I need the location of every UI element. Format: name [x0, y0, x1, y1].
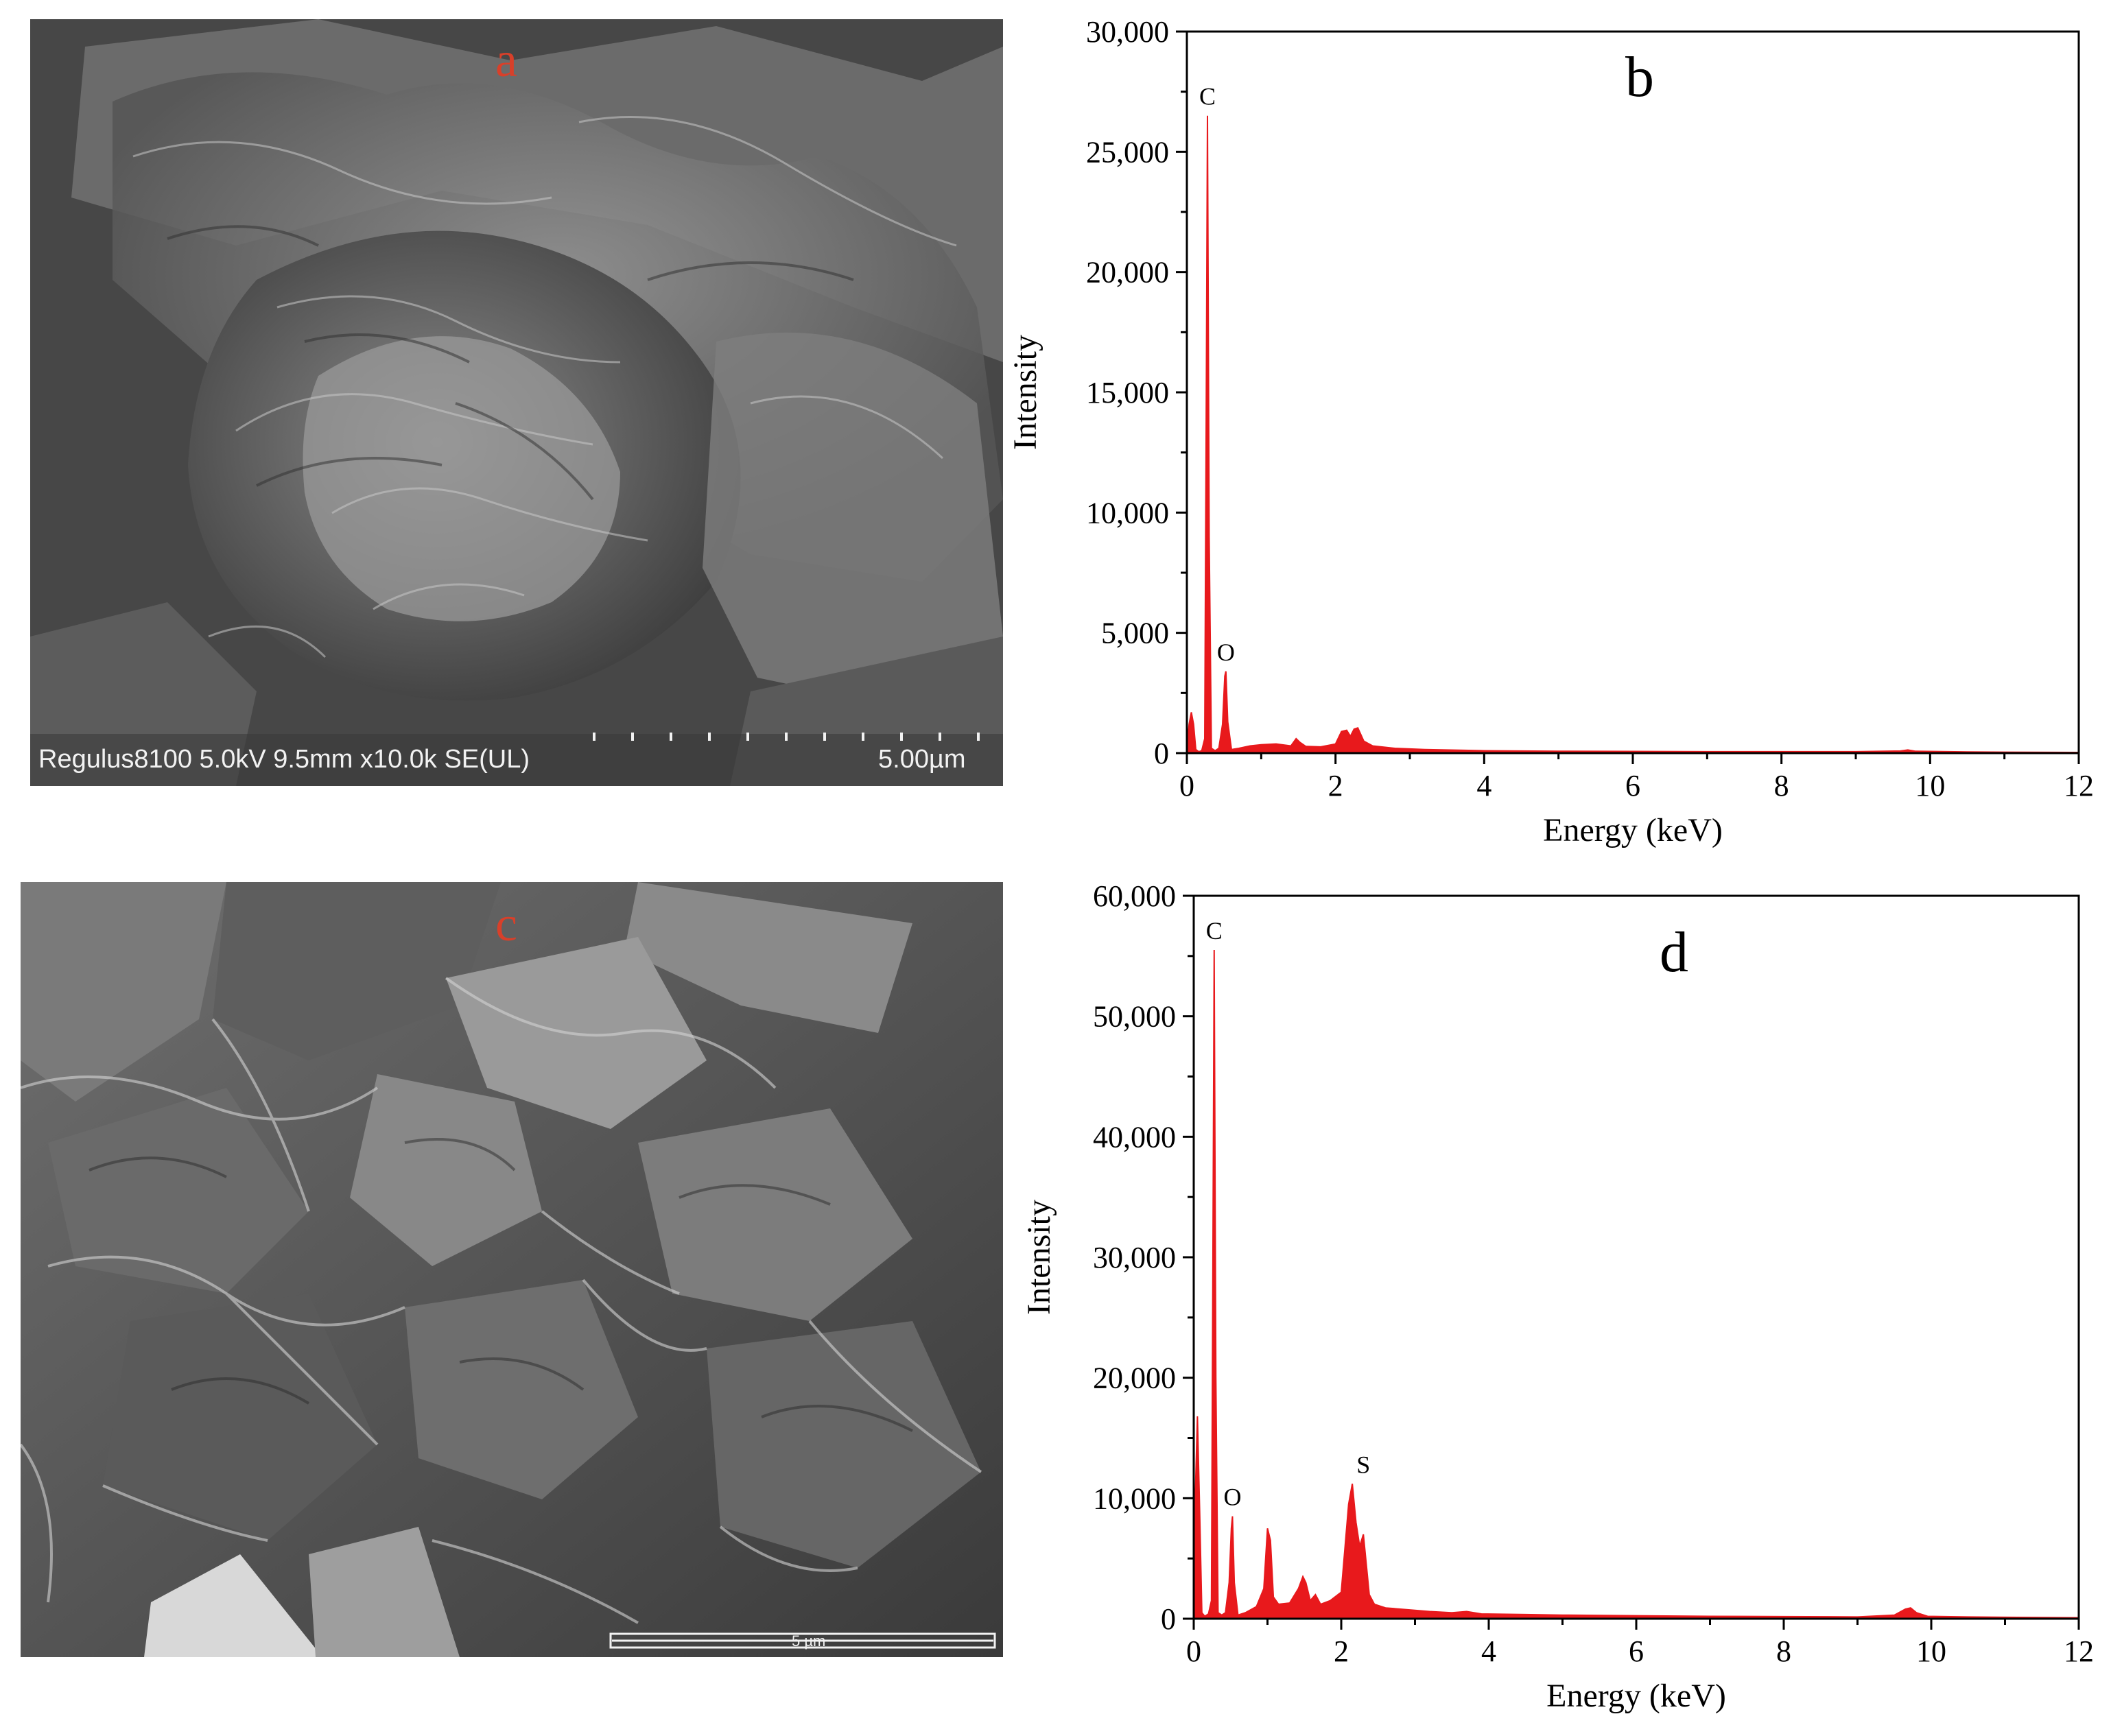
- y-tick-label-b: 15,000: [1086, 376, 1169, 409]
- panel-label-d: d: [1660, 920, 1688, 984]
- plot-frame-d: [1192, 894, 2080, 1620]
- scale-bar-label-a: 5.00µm: [878, 745, 966, 774]
- x-tick-label-d: 12: [2064, 1634, 2094, 1668]
- panel-label-a: a: [495, 32, 517, 87]
- x-tick-label-b: 4: [1476, 769, 1491, 802]
- x-tick-label-b: 10: [1915, 769, 1945, 802]
- x-tick-label-d: 2: [1334, 1634, 1349, 1668]
- x-axis-label-d: Energy (keV): [1546, 1678, 1726, 1714]
- x-tick-label-b: 6: [1625, 769, 1640, 802]
- x-axis-label-b: Energy (keV): [1543, 812, 1723, 848]
- sem-scale-ticks-a: [593, 733, 980, 741]
- y-tick-label-d: 50,000: [1093, 1000, 1176, 1034]
- x-tick-label-d: 6: [1629, 1634, 1644, 1668]
- peak-label-s-d: S: [1356, 1451, 1370, 1478]
- x-tick-label-b: 2: [1328, 769, 1343, 802]
- spectrum-area-d-0: [1193, 950, 2079, 1619]
- peak-label-c-b: C: [1199, 83, 1216, 110]
- panel-label-c: c: [495, 896, 517, 951]
- sem-texture-a: [30, 19, 1003, 786]
- eds-chart-d: 0 2 4 6 8 10 12 0 10,000 20,000 30,000 40,000 50,000…: [1009, 875, 2106, 1733]
- y-axis-label-b: Intensity: [1009, 335, 1043, 450]
- y-axis-label-d: Intensity: [1021, 1200, 1057, 1315]
- peak-label-o-b: O: [1217, 639, 1235, 666]
- y-tick-label-b: 0: [1154, 737, 1169, 770]
- x-tick-label-b: 12: [2064, 769, 2094, 802]
- y-tick-label-b: 30,000: [1086, 15, 1169, 49]
- x-tick-label-b: 0: [1179, 769, 1194, 802]
- eds-chart-b-svg: 0 2 4 6 8 10 12 0 5,000 10,000 15,000 20,000 25,000 3…: [1007, 15, 2094, 848]
- y-tick-label-b: 20,000: [1086, 256, 1169, 289]
- y-tick-label-d: 30,000: [1093, 1241, 1176, 1274]
- y-tick-label-b: 5,000: [1101, 617, 1169, 650]
- spectrum-area-b-0: [1186, 115, 2079, 754]
- scale-bar-label-c: 5 µm: [792, 1632, 826, 1650]
- sem-image-c: c 5 µm: [21, 882, 1003, 1657]
- peak-label-c-d: C: [1206, 917, 1223, 944]
- y-tick-label-d: 40,000: [1093, 1120, 1176, 1154]
- x-tick-label-d: 4: [1481, 1634, 1496, 1668]
- x-tick-label-d: 0: [1186, 1634, 1201, 1668]
- y-tick-label-d: 10,000: [1093, 1482, 1176, 1515]
- x-tick-label-b: 8: [1774, 769, 1789, 802]
- eds-chart-b: 0 2 4 6 8 10 12 0 5,000 10,000 15,000 20,000 25,000 3…: [1007, 14, 2106, 864]
- y-tick-label-d: 60,000: [1093, 879, 1176, 913]
- peak-label-o-d: O: [1223, 1484, 1241, 1511]
- y-tick-label-b: 10,000: [1086, 496, 1169, 530]
- sem-info-text-a: Regulus8100 5.0kV 9.5mm x10.0k SE(UL): [38, 745, 530, 774]
- y-tick-label-d: 20,000: [1093, 1362, 1176, 1395]
- eds-chart-d-svg: 0 2 4 6 8 10 12 0 10,000 20,000 30,000 40,000 50,000…: [1021, 879, 2094, 1714]
- sem-texture-c: [21, 882, 1003, 1657]
- sem-image-a: a Regulus8100 5.0kV 9.5mm x10.0k SE(UL) …: [30, 19, 1003, 786]
- panel-label-b: b: [1625, 45, 1654, 109]
- plot-frame-b: [1186, 30, 2080, 754]
- x-tick-label-d: 10: [1916, 1634, 1946, 1668]
- y-tick-label-b: 25,000: [1086, 135, 1169, 169]
- x-tick-label-d: 8: [1776, 1634, 1791, 1668]
- y-tick-label-d: 0: [1161, 1602, 1176, 1636]
